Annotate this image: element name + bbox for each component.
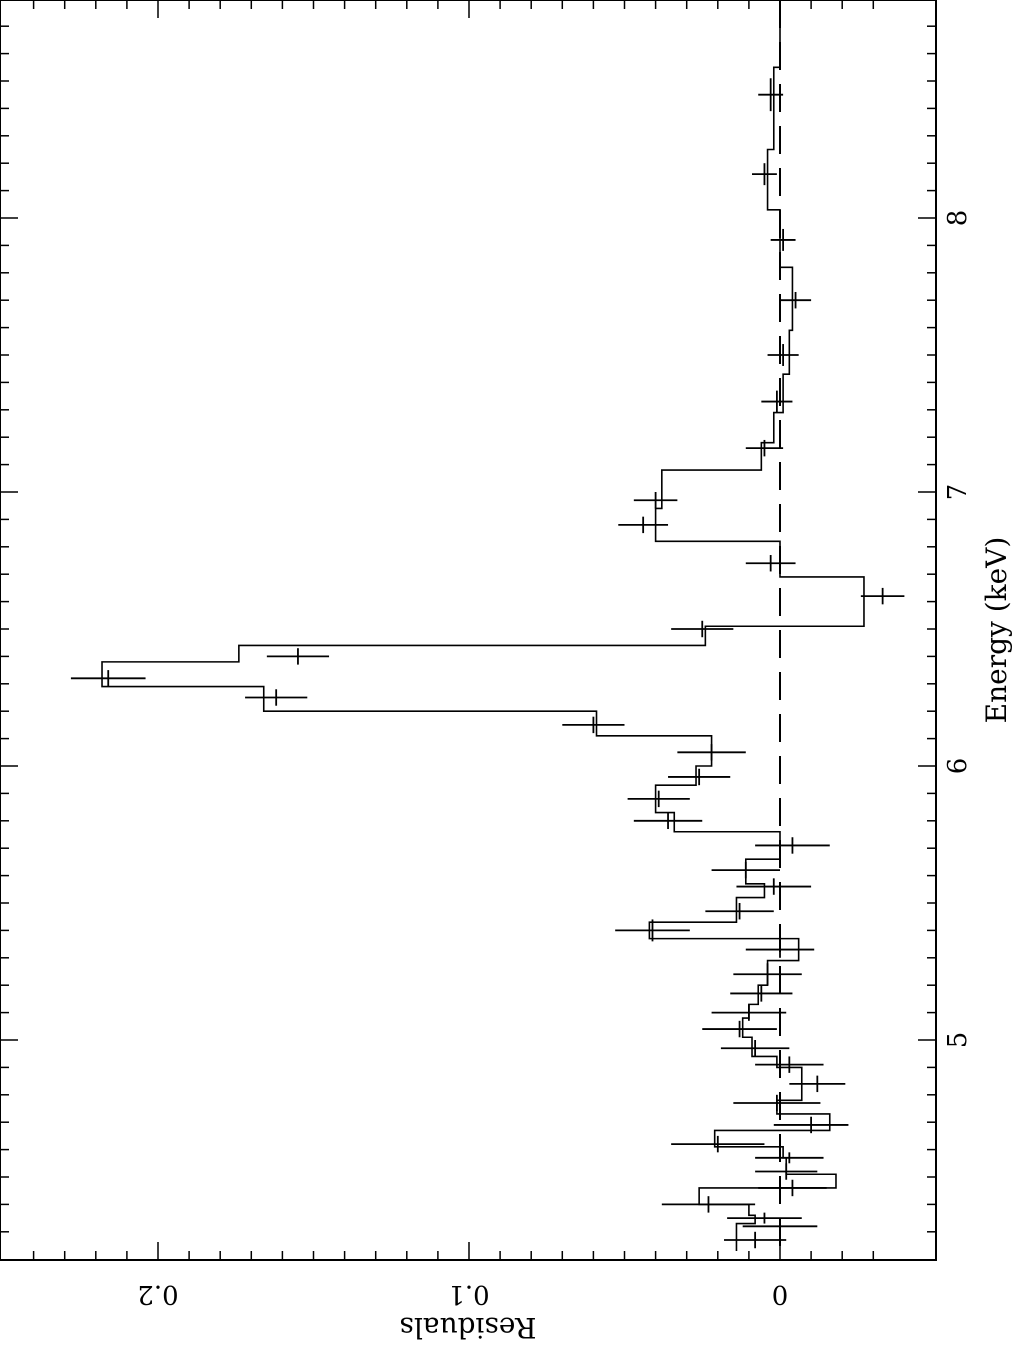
data-point (627, 790, 690, 808)
data-point (752, 163, 777, 186)
data-point (70, 670, 146, 687)
data-point (755, 837, 830, 854)
data-point (705, 903, 774, 920)
data-point (727, 1212, 802, 1224)
data-point (761, 390, 793, 413)
data-point (633, 812, 703, 830)
data-point (742, 1220, 818, 1232)
data-point (770, 228, 796, 251)
data-point (767, 344, 799, 366)
data-point (745, 555, 796, 572)
data-point (736, 878, 812, 895)
energy-tick-label: 8 (943, 210, 973, 227)
data-point (711, 1004, 787, 1021)
data-point (702, 1020, 777, 1038)
data-point (668, 768, 731, 786)
data-point (677, 744, 746, 761)
residual-tick-label: 0.1 (448, 1279, 489, 1309)
data-point (758, 1179, 827, 1197)
data-point (562, 716, 625, 734)
data-point (720, 1040, 790, 1057)
data-point (755, 1152, 824, 1164)
x-axis-label: Energy (keV) (980, 537, 1013, 724)
energy-tick-label: 5 (943, 1032, 973, 1049)
data-point (266, 648, 330, 665)
residual-tick-label: 0.2 (137, 1279, 178, 1309)
data-point (724, 1231, 787, 1249)
residual-tick-label: 0 (772, 1279, 789, 1309)
data-point (860, 587, 905, 605)
data-point (730, 985, 793, 1002)
data-point (618, 516, 669, 534)
data-point (755, 1163, 818, 1180)
plot-frame (0, 0, 937, 1261)
energy-tick-label: 6 (943, 758, 973, 775)
data-point (789, 1075, 846, 1093)
data-point (773, 1116, 849, 1134)
data-point (245, 689, 308, 706)
data-point (671, 1135, 765, 1153)
data-point (780, 291, 812, 309)
data-point (745, 941, 815, 958)
data-point (615, 919, 690, 942)
data-point (671, 620, 734, 638)
data-point (745, 439, 784, 457)
energy-tick-label: 7 (943, 484, 973, 501)
data-points (70, 78, 905, 1249)
data-point (661, 1196, 756, 1213)
data-point (733, 1094, 821, 1112)
data-point (633, 492, 678, 509)
data-point (733, 963, 802, 986)
data-point (755, 1056, 824, 1073)
model-step-line (101, 12, 865, 1251)
data-point (711, 861, 780, 879)
data-point (758, 78, 784, 112)
axis-tick-labels: 5 6 7 8 0 0.1 0.2 (137, 210, 973, 1309)
axis-ticks (0, 0, 936, 1260)
y-axis-label: Residuals (400, 1311, 537, 1344)
